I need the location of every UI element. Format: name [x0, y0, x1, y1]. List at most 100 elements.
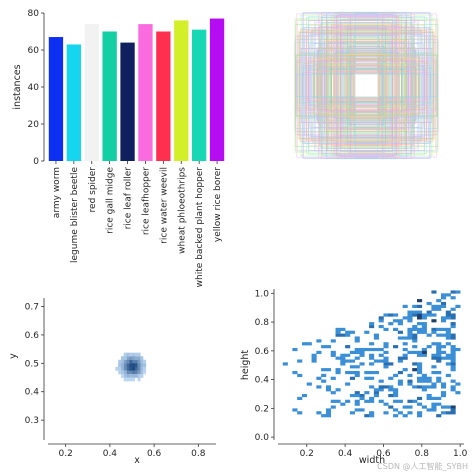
histogram-cell: [123, 377, 127, 382]
histogram-cell: [440, 411, 447, 415]
histogram-cell: [407, 333, 413, 337]
histogram-cell: [393, 388, 399, 392]
histogram-cell: [330, 391, 336, 395]
histogram-cell: [440, 293, 447, 297]
histogram-cell: [137, 373, 141, 378]
histogram-cell: [120, 373, 125, 378]
histogram-cell: [143, 359, 147, 364]
histogram-cell: [359, 408, 365, 412]
xy-histogram-y-label: y: [8, 353, 19, 359]
histogram-cell: [126, 370, 130, 375]
bar-6: [156, 31, 171, 161]
histogram-cell: [407, 330, 413, 334]
bounding-box: [309, 54, 424, 117]
histogram-cell: [450, 408, 456, 412]
histogram-cell: [436, 333, 442, 337]
histogram-cell: [450, 333, 456, 337]
histogram-cell: [440, 356, 447, 360]
bounding-box: [304, 27, 429, 144]
width-height-histogram-y-tick-label: 1.0: [255, 289, 270, 299]
histogram-cell: [126, 359, 130, 364]
bounding-box: [336, 50, 397, 121]
histogram-cell: [335, 368, 341, 372]
histogram-cell: [393, 319, 399, 323]
histogram-cell: [426, 396, 432, 401]
histogram-cell: [340, 353, 346, 357]
histogram-cell: [450, 307, 456, 311]
histogram-cell: [393, 373, 399, 378]
histogram-cell: [316, 385, 322, 389]
histogram-cell: [140, 363, 144, 368]
histogram-cell: [402, 347, 408, 352]
histogram-cell: [378, 399, 384, 403]
histogram-cell: [417, 330, 423, 334]
width-height-histogram-y-tick-label: 0.6: [255, 347, 270, 357]
histogram-cell: [354, 347, 360, 352]
histogram-cell: [445, 342, 451, 346]
bounding-box: [330, 58, 403, 113]
bounding-box: [316, 47, 417, 124]
histogram-cell: [412, 324, 418, 329]
histogram-cell: [373, 388, 379, 392]
histogram-cell: [407, 327, 413, 332]
histogram-cell: [407, 382, 413, 386]
histogram-cell: [345, 359, 351, 363]
histogram-cell: [369, 347, 375, 352]
histogram-cell: [421, 316, 427, 320]
histogram-cell: [383, 359, 389, 363]
histogram-cell: [436, 353, 442, 357]
histogram-cell: [359, 347, 365, 352]
bounding-box: [342, 28, 391, 143]
histogram-cell: [140, 370, 144, 375]
histogram-cell: [123, 356, 127, 361]
histogram-cell: [123, 370, 127, 375]
bar-x-tick-label: yellow rice borer: [213, 167, 223, 242]
width-height-histogram-x-tick-label: 0.6: [376, 449, 391, 459]
histogram-cell: [397, 399, 403, 403]
histogram-cell: [140, 373, 144, 378]
histogram-cell: [407, 319, 413, 323]
histogram-cell: [364, 414, 370, 418]
histogram-cell: [129, 363, 133, 368]
histogram-cell: [450, 324, 456, 329]
xy-histogram-y-tick-label: 0.4: [25, 388, 40, 398]
histogram-cell: [431, 327, 437, 332]
histogram-cell: [378, 316, 384, 320]
histogram-cell: [123, 352, 127, 357]
histogram-cell: [445, 405, 451, 409]
xy-histogram-y-tick-label: 0.6: [25, 331, 40, 341]
histogram-cell: [120, 366, 125, 371]
bounding-box: [323, 26, 410, 145]
histogram-cell: [421, 347, 427, 352]
histogram-cell: [349, 376, 356, 380]
histogram-cell: [450, 388, 456, 392]
histogram-cell: [335, 327, 341, 332]
histogram-cell: [412, 385, 418, 389]
histogram-cell: [349, 365, 356, 369]
histogram-cell: [412, 399, 418, 403]
histogram-cell: [349, 370, 356, 375]
bar-marks: [48, 18, 225, 162]
histogram-cell: [402, 405, 408, 409]
histogram-cell: [407, 373, 413, 378]
bounding-box: [307, 61, 426, 110]
bar-y-tick-label: 40: [28, 83, 40, 93]
histogram-cell: [450, 353, 456, 357]
histogram-cell: [359, 362, 365, 366]
bounding-box: [303, 12, 430, 159]
histogram-cell: [126, 366, 130, 371]
histogram-cell: [450, 316, 456, 320]
histogram-cell: [354, 336, 360, 340]
histogram-cell: [378, 347, 384, 352]
histogram-cell: [397, 382, 403, 386]
bar-y-axis: 0 20 40 60 80: [28, 9, 45, 167]
bounding-box: [310, 34, 423, 137]
histogram-cell: [345, 345, 351, 349]
bar-5: [138, 24, 153, 161]
histogram-cell: [440, 319, 447, 323]
histogram-cell: [134, 359, 138, 364]
xy-histogram-y-tick-label: 0.7: [25, 303, 39, 313]
histogram-cell: [450, 359, 456, 363]
histogram-cell: [445, 411, 451, 415]
histogram-cell: [440, 391, 447, 395]
